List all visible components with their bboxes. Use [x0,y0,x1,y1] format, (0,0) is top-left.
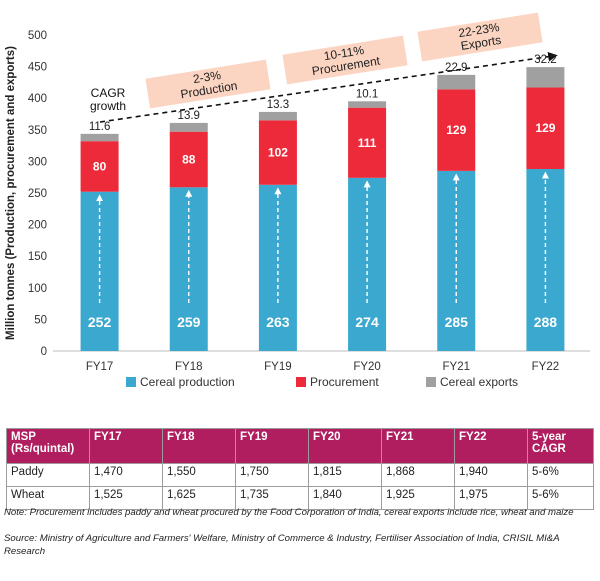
stacked-bar-chart: 0 50 100 150 200 250 300 350 400 450 500 Million to… [5,12,590,389]
table-cell: 1,470 [89,463,163,487]
bar-segment-cereal-exports [80,133,119,142]
legend-label: Cereal production [140,375,235,389]
data-label-production: 263 [266,314,290,330]
table-row: Paddy 1,470 1,550 1,750 1,815 1,868 1,94… [6,463,594,487]
data-label-production: 259 [177,314,201,330]
table-cell: 1,550 [162,463,236,487]
y-tick-label: 50 [34,314,47,326]
data-label-production: 288 [534,314,558,330]
bar-segment-procurement [169,131,208,188]
y-tick-label: 100 [28,283,47,295]
bar-segment-procurement [437,89,476,171]
msp-header-cell: FY20 [308,428,382,464]
table-cell: 1,525 [89,486,163,510]
data-label-production: 274 [355,314,379,330]
table-cell: 1,868 [381,463,455,487]
legend-swatch [126,377,136,387]
data-label-procurement: 111 [358,136,377,150]
data-label-production: 252 [88,314,112,330]
table-cell: 5-6% [527,463,594,487]
bar-segment-cereal-exports [348,101,387,108]
bar-segment-procurement [526,87,565,169]
table-cell: 1,815 [308,463,382,487]
y-tick-label: 500 [28,30,47,42]
msp-header-cell: FY18 [162,428,236,464]
msp-table: MSP (Rs/quintal) FY17 FY18 FY19 FY20 FY2… [6,428,594,510]
x-tick-label: FY19 [264,361,292,373]
msp-header-cell: FY22 [454,428,528,464]
callout-label: 22-23%Exports [457,20,502,53]
table-cell: Paddy [6,463,90,487]
data-label-exports: 22.9 [445,62,467,74]
legend-label: Procurement [310,375,379,389]
table-cell: 1,735 [235,486,309,510]
msp-header-cell: FY21 [381,428,455,464]
x-tick-label: FY17 [86,361,114,373]
table-cell: 1,840 [308,486,382,510]
y-tick-label: 250 [28,188,47,200]
table-cell: 1,750 [235,463,309,487]
data-label-exports: 10.1 [356,88,378,100]
data-label-exports: 11.6 [89,121,111,133]
y-tick-label: 150 [28,251,47,263]
y-tick-label: 350 [28,125,47,137]
y-tick-label: 450 [28,62,47,74]
x-tick-label: FY21 [443,361,471,373]
bar-segment-procurement [80,141,119,192]
bar-segment-cereal-exports [526,67,565,88]
table-cell: 1,975 [454,486,528,510]
data-label-procurement: 129 [446,123,466,137]
x-tick-label: FY22 [532,361,560,373]
table-cell: Wheat [6,486,90,510]
data-label-procurement: 129 [535,121,555,135]
bar-segment-procurement [348,107,387,178]
x-tick-label: FY20 [353,361,381,373]
y-axis-title: Million tonnes (Production, procurement … [5,46,17,340]
data-label-exports: 13.9 [178,110,200,122]
msp-header-cell: FY17 [89,428,163,464]
trend-arrow [99,51,558,123]
cagr-growth-label: CAGR growth [90,86,126,113]
data-label-exports: 13.3 [267,99,289,111]
callout-band [417,12,543,62]
data-label-procurement: 102 [268,146,288,160]
y-tick-label: 400 [28,93,47,105]
x-tick-label: FY18 [175,361,203,373]
table-cell: 5-6% [527,486,594,510]
data-label-production: 285 [445,314,469,330]
table-cell: 1,625 [162,486,236,510]
data-label-procurement: 88 [182,153,196,167]
y-tick-label: 200 [28,220,47,232]
bar-segment-cereal-exports [437,74,476,90]
y-tick-label: 300 [28,156,47,168]
table-cell: 1,940 [454,463,528,487]
msp-header-cell: FY19 [235,428,309,464]
msp-header-cell: 5-year CAGR [527,428,594,464]
chart-source: Source: Ministry of Agriculture and Farm… [4,533,560,557]
y-tick-label: 0 [41,346,47,358]
legend-swatch [426,377,436,387]
bar-segment-cereal-production [169,187,208,351]
callout-band [145,59,271,109]
msp-table-header-row: MSP (Rs/quintal) FY17 FY18 FY19 FY20 FY2… [6,428,594,464]
table-row: Wheat 1,525 1,625 1,735 1,840 1,925 1,97… [6,486,594,510]
legend-swatch [296,377,306,387]
chart-note: Note: Procurement includes paddy and whe… [4,507,574,518]
callout-band [282,35,408,85]
data-label-procurement: 80 [93,159,107,173]
bar-segment-procurement [258,120,297,185]
bar-segment-cereal-exports [258,111,297,121]
data-label-exports: 32.2 [534,54,556,66]
msp-header-cell: MSP (Rs/quintal) [6,428,90,464]
legend-label: Cereal exports [440,375,518,389]
bar-segment-cereal-exports [169,122,208,132]
